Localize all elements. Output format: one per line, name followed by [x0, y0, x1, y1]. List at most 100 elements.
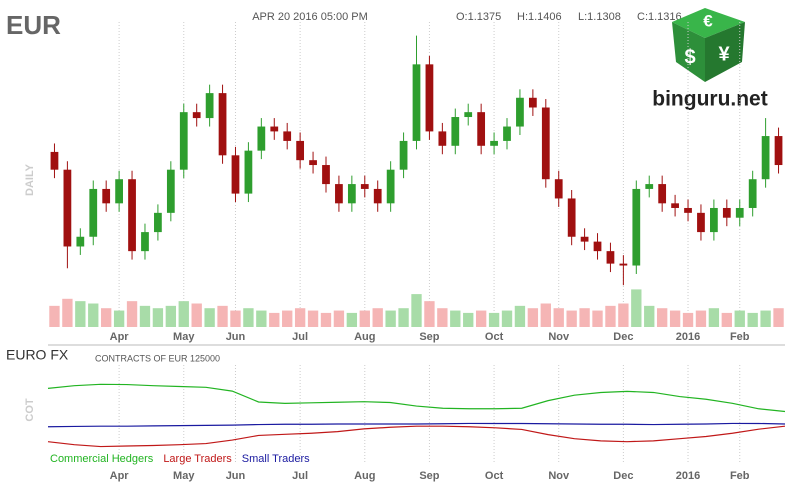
candle-body: [76, 236, 85, 247]
volume-bar: [372, 308, 383, 327]
volume-bar: [488, 312, 500, 327]
volume-bar: [307, 310, 319, 327]
candle-body: [231, 155, 240, 194]
volume-bar: [682, 312, 694, 327]
volume-bar: [346, 312, 358, 327]
logo-cube-right: [705, 22, 745, 82]
candle-body: [128, 179, 136, 252]
logo-cube-top: [672, 8, 745, 38]
logo: € $ ¥ binguru.net: [652, 8, 768, 111]
candle-body: [102, 188, 111, 204]
volume-bar: [165, 305, 177, 327]
x-tick-label: Jul: [292, 331, 308, 343]
candle-body: [386, 169, 395, 204]
candle-body: [438, 131, 447, 146]
volume-bar: [450, 310, 461, 327]
candle-body: [166, 169, 175, 213]
candle-body: [335, 184, 343, 204]
candle-body: [645, 184, 654, 189]
volume-bar: [217, 305, 228, 327]
volume-bar: [243, 308, 254, 327]
candle-body: [425, 64, 434, 132]
volume-bar: [139, 305, 151, 327]
candle-body: [360, 184, 369, 189]
legend-label: Commercial Hedgers: [50, 453, 154, 465]
candle-body: [322, 165, 330, 185]
volume-bar: [527, 308, 539, 327]
volume-bar: [760, 310, 771, 327]
logo-yen: ¥: [718, 43, 730, 65]
volume-bar: [721, 312, 732, 327]
candle-body: [619, 263, 628, 266]
candle-body: [347, 184, 356, 204]
candle-body: [567, 198, 576, 237]
candle-body: [373, 188, 382, 204]
legend-label: Small Traders: [242, 453, 310, 465]
period-label: DAILY: [24, 163, 36, 196]
volume-bar: [359, 310, 370, 327]
cot-subtitle: CONTRACTS OF EUR 125000: [95, 353, 220, 363]
volume-bar: [385, 310, 396, 327]
x-tick-label: Jul: [292, 470, 308, 482]
volume-bar: [398, 308, 409, 327]
cot-line: [47, 422, 785, 428]
x-tick-label: Dec: [613, 470, 633, 482]
candle-body: [464, 112, 473, 118]
x-tick-label: Aug: [354, 470, 375, 482]
volume-bar: [333, 310, 345, 327]
candle-body: [541, 107, 550, 180]
candle-body: [503, 126, 511, 141]
ohlc-low: L:1.1308: [578, 11, 621, 23]
volume-bar: [269, 312, 280, 327]
candle-body: [580, 236, 589, 242]
x-tick-label: Oct: [485, 331, 504, 343]
candle-body: [528, 97, 537, 108]
ohlc-high: H:1.1406: [517, 11, 562, 23]
ohlc-open: O:1.1375: [456, 11, 501, 23]
candle-body: [451, 117, 460, 146]
x-tick-label: Nov: [548, 331, 570, 343]
volume-bar: [294, 308, 306, 327]
candle-body: [735, 207, 744, 218]
volume-bar: [101, 308, 112, 327]
volume-bar: [773, 308, 784, 327]
volume-bar: [708, 308, 720, 327]
volume-bar: [437, 308, 448, 327]
volume-bar: [75, 301, 86, 327]
candle-body: [244, 150, 253, 194]
x-tick-label: Oct: [485, 470, 504, 482]
x-tick-label: Apr: [110, 470, 130, 482]
candle-body: [477, 112, 486, 146]
candle-body: [412, 64, 421, 141]
volume-bar: [256, 310, 267, 327]
candle-body: [761, 136, 770, 180]
volume-bar: [695, 310, 707, 327]
volume-bar: [618, 303, 629, 327]
candle-body: [192, 112, 201, 119]
candle-body: [399, 140, 408, 170]
volume-bar: [579, 308, 590, 327]
volume-bar: [152, 308, 164, 327]
volume-bar: [320, 312, 332, 327]
logo-dollar: $: [684, 46, 695, 68]
symbol: EUR: [6, 10, 61, 40]
cot-line: [47, 425, 785, 448]
x-tick-label: Feb: [730, 470, 750, 482]
volume-bar: [62, 298, 73, 327]
volume-bar: [734, 310, 745, 327]
x-tick-label: May: [173, 470, 195, 482]
x-tick-label: Nov: [548, 470, 570, 482]
candle-body: [748, 179, 757, 208]
candle-body: [50, 151, 59, 170]
x-tick-label: Apr: [110, 331, 130, 343]
volume-bar: [553, 308, 564, 327]
volume-bar: [282, 310, 293, 327]
volume-bar: [49, 305, 60, 327]
candle-body: [257, 126, 266, 151]
volume-bar: [656, 308, 668, 327]
candle-body: [89, 188, 98, 237]
candle-body: [115, 179, 123, 204]
candle-body: [141, 232, 149, 252]
